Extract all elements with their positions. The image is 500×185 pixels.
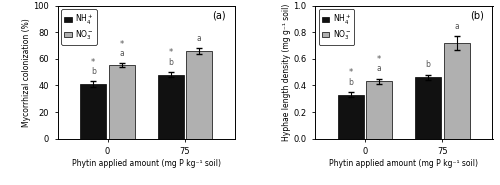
Text: a: a [454,22,459,31]
Bar [444,43,470,139]
Text: *: * [91,58,96,67]
Text: b: b [426,60,430,70]
Text: *: * [377,55,382,64]
Text: a: a [377,65,382,73]
X-axis label: Phytin applied amount (mg P kg⁻¹ soil): Phytin applied amount (mg P kg⁻¹ soil) [72,159,221,168]
Legend: NH$_4^+$, NO$_3^-$: NH$_4^+$, NO$_3^-$ [62,9,97,45]
Text: (b): (b) [470,11,484,21]
Text: b: b [168,58,173,67]
Y-axis label: Mycorrhizal colonization (%): Mycorrhizal colonization (%) [22,18,30,127]
X-axis label: Phytin applied amount (mg P kg⁻¹ soil): Phytin applied amount (mg P kg⁻¹ soil) [329,159,478,168]
Bar [366,81,392,139]
Bar [338,95,364,139]
Text: (a): (a) [212,11,226,21]
Text: *: * [348,68,353,78]
Bar [158,75,184,139]
Text: a: a [197,34,202,43]
Text: b: b [91,67,96,76]
Text: b: b [348,78,353,87]
Text: *: * [168,48,173,58]
Legend: NH$_4^+$, NO$_3^-$: NH$_4^+$, NO$_3^-$ [319,9,354,45]
Bar [108,65,135,139]
Y-axis label: Hyphae length density (mg g⁻¹ soil): Hyphae length density (mg g⁻¹ soil) [282,4,290,141]
Bar [186,51,212,139]
Text: a: a [120,49,124,58]
Bar [415,78,442,139]
Bar [80,84,106,139]
Text: *: * [120,40,124,49]
